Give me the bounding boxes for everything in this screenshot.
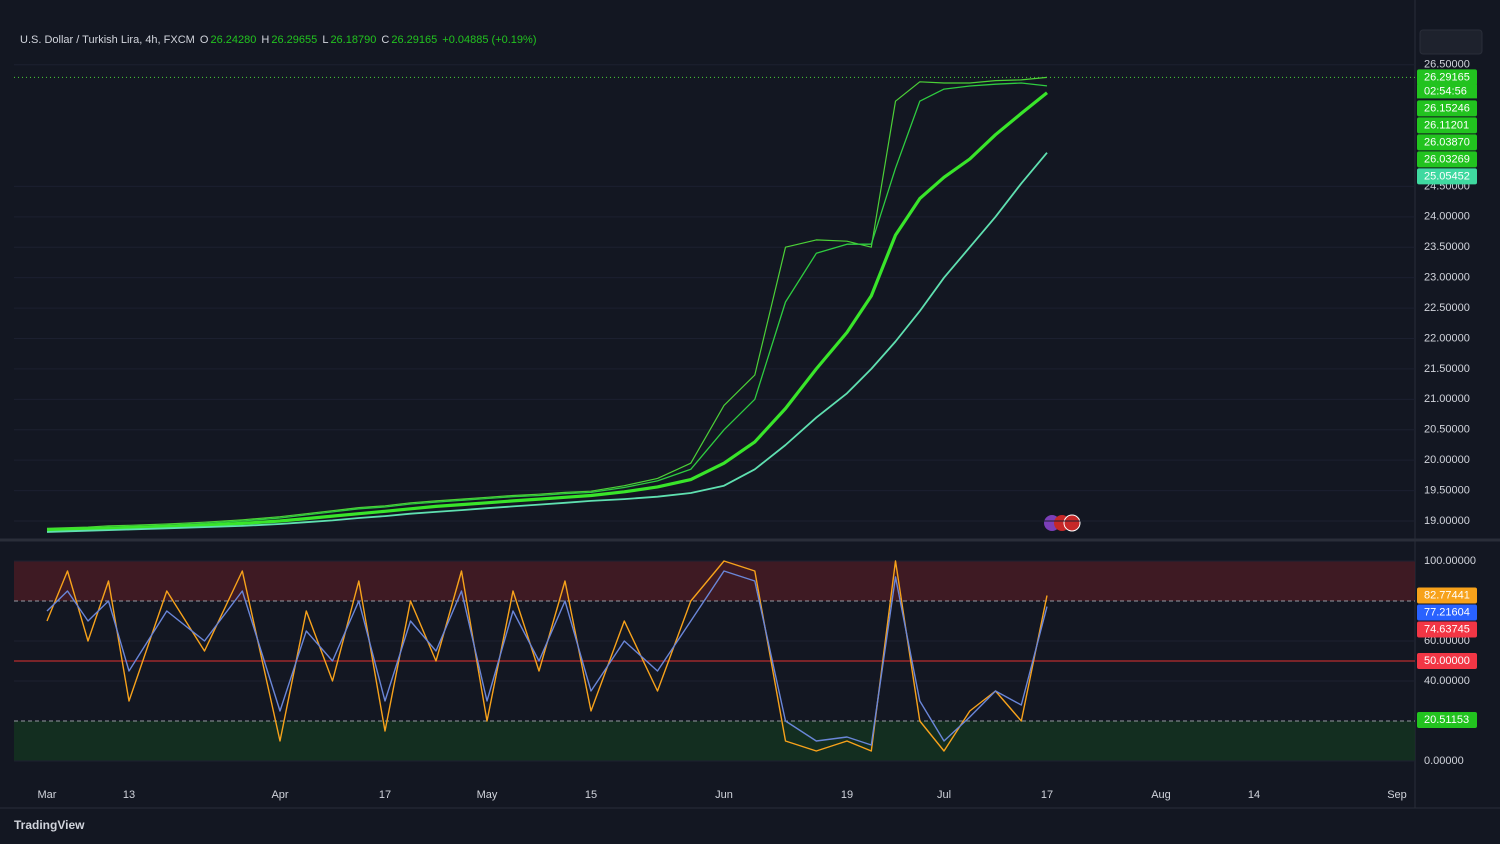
axis-button[interactable] xyxy=(1419,29,1483,55)
brand: TradingView xyxy=(14,818,85,832)
price-badge xyxy=(1417,711,1477,728)
y-tick-label: 26.50000 xyxy=(1424,59,1470,71)
series-line xyxy=(46,570,1048,746)
series-line xyxy=(46,76,1048,529)
price-badge-label: 82.77441 xyxy=(1424,589,1470,601)
countdown-badge xyxy=(1417,84,1477,99)
price-badge xyxy=(1417,587,1477,604)
price-badge-label: 77.21604 xyxy=(1424,606,1470,618)
y-tick-label: 19.00000 xyxy=(1424,515,1470,527)
y-tick-label: 20.00000 xyxy=(1424,454,1470,466)
price-badge xyxy=(1417,653,1477,669)
ohlc-key: O xyxy=(199,34,209,46)
price-badge xyxy=(1417,100,1477,117)
price-badge-label: 20.51153 xyxy=(1424,714,1469,726)
price-badge-label: 50.00000 xyxy=(1424,655,1470,667)
x-tick-label: Sep xyxy=(1387,789,1407,801)
series-line xyxy=(46,560,1048,752)
y-tick-label: 40.00000 xyxy=(1424,675,1470,687)
series-line xyxy=(46,82,1048,531)
ohlc-key: C xyxy=(381,34,390,46)
price-badge-label: 74.63745 xyxy=(1424,623,1470,635)
price-badge xyxy=(1417,69,1477,86)
y-tick-label: 22.50000 xyxy=(1424,302,1470,314)
x-tick-label: 14 xyxy=(1248,789,1260,801)
change: +0.04885 (+0.19%) xyxy=(442,34,537,46)
x-tick-label: Apr xyxy=(271,789,288,801)
x-tick-label: Aug xyxy=(1151,789,1171,801)
y-tick-label: 100.00000 xyxy=(1424,555,1476,567)
y-tick-label: 21.00000 xyxy=(1424,393,1470,405)
price-badge xyxy=(1417,117,1477,134)
price-badge-label: 26.15246 xyxy=(1424,102,1470,114)
y-tick-label: 23.00000 xyxy=(1424,272,1470,284)
x-tick-label: 17 xyxy=(379,789,391,801)
y-tick-label: 21.50000 xyxy=(1424,363,1470,375)
y-tick-label: 0.00000 xyxy=(1424,755,1464,767)
x-tick-label: Jul xyxy=(937,789,951,801)
x-tick-label: May xyxy=(477,789,498,801)
ohlc-value: 26.29165 xyxy=(391,34,438,46)
y-tick-label: 20.50000 xyxy=(1424,424,1470,436)
legend-header: U.S. Dollar / Turkish Lira, 4h, FXCM O 26… xyxy=(20,34,538,46)
band xyxy=(14,561,1415,601)
y-tick-label: 24.00000 xyxy=(1424,211,1470,223)
price-badge-label: 26.03870 xyxy=(1424,136,1470,148)
price-badge xyxy=(1417,604,1477,621)
x-tick-label: 17 xyxy=(1041,789,1053,801)
y-tick-label: 60.00000 xyxy=(1424,635,1470,647)
price-badge xyxy=(1417,134,1477,151)
ohlc-value: 26.18790 xyxy=(330,34,377,46)
ohlc-key: H xyxy=(261,34,270,46)
price-badge-label: 26.29165 xyxy=(1424,71,1470,83)
price-badge-label: 26.11201 xyxy=(1424,119,1469,131)
x-tick-label: 13 xyxy=(123,789,135,801)
plot: 19.00000 19.50000 20.00000 20.50000 21.00000… xyxy=(14,59,1477,801)
x-tick-label: 15 xyxy=(585,789,597,801)
price-badge-label: 26.03269 xyxy=(1424,153,1470,165)
event-icons xyxy=(1044,514,1081,532)
y-tick-label: 23.50000 xyxy=(1424,241,1470,253)
series-line xyxy=(46,152,1048,533)
symbol: U.S. Dollar / Turkish Lira, 4h, FXCM xyxy=(20,34,195,46)
x-tick-label: Mar xyxy=(38,789,57,801)
x-tick-label: Jun xyxy=(715,789,733,801)
x-tick-label: 19 xyxy=(841,789,853,801)
countdown: 02:54:56 xyxy=(1424,85,1467,97)
y-tick-label: 19.50000 xyxy=(1424,484,1470,496)
price-badge-label: 25.05452 xyxy=(1424,170,1470,182)
price-badge xyxy=(1417,621,1477,638)
series-line xyxy=(46,91,1049,532)
price-badge xyxy=(1417,168,1477,185)
ohlc-key: L xyxy=(322,34,329,46)
y-tick-label: 22.00000 xyxy=(1424,332,1470,344)
ohlc-value: 26.29655 xyxy=(271,34,318,46)
price-badge xyxy=(1417,151,1477,168)
ohlc-value: 26.24280 xyxy=(210,34,257,46)
band xyxy=(14,721,1415,761)
